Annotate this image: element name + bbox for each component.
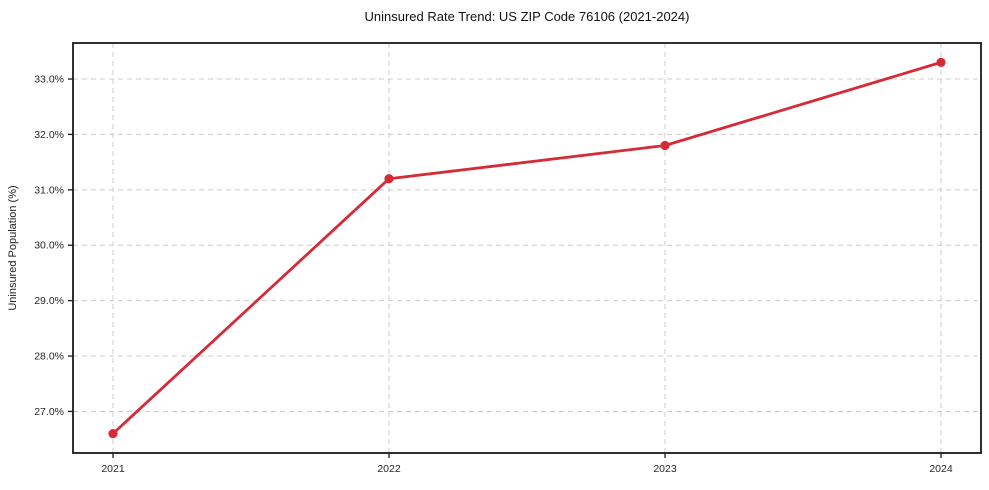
y-tick-label: 27.0% [34,406,64,418]
x-tick-label: 2023 [653,463,677,475]
data-point-2022 [384,174,394,184]
x-tick-label: 2022 [377,463,401,475]
data-point-2021 [108,429,118,439]
y-tick-label: 29.0% [34,295,64,307]
y-tick-label: 30.0% [34,240,64,252]
data-point-2023 [660,140,670,151]
y-tick-label: 32.0% [34,129,64,141]
y-tick-label: 31.0% [34,184,64,196]
trend-line [111,60,943,436]
x-tick-label: 2024 [929,463,953,475]
x-tick-label: 2021 [101,463,125,475]
y-tick-label: 33.0% [34,74,64,86]
y-tick-label: 28.0% [34,351,64,363]
data-point-2024 [936,57,946,67]
chart-title: Uninsured Rate Trend: US ZIP Code 76106 … [364,9,690,24]
plot-border [72,42,982,454]
